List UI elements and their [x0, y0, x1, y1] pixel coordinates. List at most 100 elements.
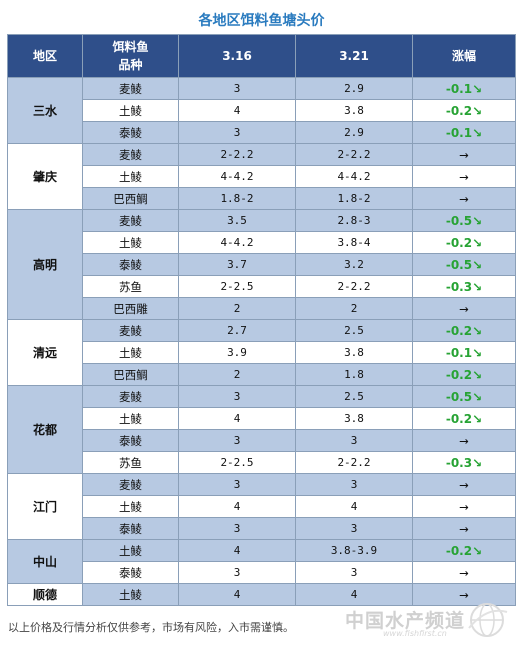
table-row: 泰鲮 3 3 → — [8, 517, 516, 540]
change-cell: → — [412, 473, 516, 496]
price-316-cell: 4 — [178, 407, 296, 430]
header-species-line1: 饵料鱼 — [112, 40, 149, 54]
change-value-down: -0.1 — [445, 81, 473, 96]
change-cell: → — [412, 165, 516, 188]
price-321-cell: 3.8-3.9 — [295, 539, 413, 562]
watermark-logo: 中国水产频道 www.fishfirst.cn — [345, 598, 515, 642]
species-cell: 土鲮 — [82, 99, 179, 122]
species-cell: 苏鱼 — [82, 451, 179, 474]
down-arrow-icon: ↘ — [472, 235, 483, 250]
table-row: 巴西鲷 2 1.8 -0.2↘ — [8, 363, 516, 386]
price-table: 地区 饵料鱼 品种 3.16 3.21 涨幅 三水 麦鲮 3 2.9 -0.1↘ 土鲮 4 3… — [7, 34, 516, 606]
down-arrow-icon: ↘ — [472, 279, 483, 294]
price-316-cell: 4 — [178, 495, 296, 518]
price-316-cell: 3 — [178, 385, 296, 408]
table-row: 土鲮 3.9 3.8 -0.1↘ — [8, 341, 516, 364]
change-value-down: -0.2 — [445, 235, 473, 250]
species-cell: 巴西雕 — [82, 297, 179, 320]
price-316-cell: 3 — [178, 561, 296, 584]
price-321-cell: 3 — [295, 561, 413, 584]
price-321-cell: 1.8-2 — [295, 187, 413, 210]
price-321-cell: 2-2.2 — [295, 143, 413, 166]
change-value-flat: → — [459, 433, 469, 448]
header-row: 地区 饵料鱼 品种 3.16 3.21 涨幅 — [7, 34, 516, 78]
region-cell: 花都 — [7, 385, 83, 474]
change-cell: → — [412, 297, 516, 320]
species-cell: 泰鲮 — [82, 253, 179, 276]
price-316-cell: 3 — [178, 121, 296, 144]
down-arrow-icon: ↘ — [472, 389, 483, 404]
species-cell: 土鲮 — [82, 165, 179, 188]
price-321-cell: 4-4.2 — [295, 165, 413, 188]
price-321-cell: 4 — [295, 583, 413, 606]
price-321-cell: 2-2.2 — [295, 275, 413, 298]
region-cell: 高明 — [7, 209, 83, 320]
price-316-cell: 2-2.2 — [178, 143, 296, 166]
change-value-down: -0.2 — [445, 103, 473, 118]
price-316-cell: 4 — [178, 583, 296, 606]
change-value-down: -0.5 — [445, 389, 473, 404]
species-cell: 泰鲮 — [82, 561, 179, 584]
change-value-flat: → — [459, 587, 469, 602]
table-body: 三水 麦鲮 3 2.9 -0.1↘ 土鲮 4 3.8 -0.2↘ 泰鲮 3 2.9 -0.1↘ 肇庆 麦鲮 2… — [7, 77, 516, 606]
table-row: 土鲮 4-4.2 4-4.2 → — [8, 165, 516, 188]
change-cell: -0.2↘ — [412, 363, 516, 386]
change-cell: -0.2↘ — [412, 319, 516, 342]
table-title: 各地区饵料鱼塘头价 — [198, 13, 325, 29]
price-316-cell: 4-4.2 — [178, 231, 296, 254]
header-species-line2: 品种 — [118, 58, 143, 72]
header-region: 地区 — [7, 34, 83, 78]
price-321-cell: 3 — [295, 517, 413, 540]
species-cell: 土鲮 — [82, 539, 179, 562]
species-cell: 土鲮 — [82, 231, 179, 254]
price-321-cell: 2.9 — [295, 121, 413, 144]
change-value-down: -0.5 — [445, 213, 473, 228]
price-316-cell: 3 — [178, 429, 296, 452]
price-321-cell: 2.5 — [295, 385, 413, 408]
price-321-cell: 2 — [295, 297, 413, 320]
watermark-name: 中国水产频道 — [345, 610, 466, 632]
change-value-down: -0.1 — [445, 125, 473, 140]
species-cell: 巴西鲷 — [82, 187, 179, 210]
change-cell: -0.2↘ — [412, 539, 516, 562]
change-value-down: -0.2 — [445, 367, 473, 382]
down-arrow-icon: ↘ — [472, 81, 483, 96]
change-cell: -0.3↘ — [412, 275, 516, 298]
species-cell: 麦鲮 — [82, 77, 179, 100]
region-cell: 肇庆 — [7, 143, 83, 210]
change-cell: -0.2↘ — [412, 407, 516, 430]
change-cell: → — [412, 583, 516, 606]
species-cell: 土鲮 — [82, 583, 179, 606]
table-row: 土鲮 4 3.8 -0.2↘ — [8, 407, 516, 430]
price-321-cell: 3.8-4 — [295, 231, 413, 254]
price-321-cell: 2.5 — [295, 319, 413, 342]
down-arrow-icon: ↘ — [472, 543, 483, 558]
region-cell: 中山 — [7, 539, 83, 584]
change-value-flat: → — [459, 169, 469, 184]
table-row: 巴西雕 2 2 → — [8, 297, 516, 320]
table-row: 土鲮 4 3.8 -0.2↘ — [8, 99, 516, 122]
price-321-cell: 3.8 — [295, 407, 413, 430]
species-cell: 麦鲮 — [82, 385, 179, 408]
change-cell: -0.5↘ — [412, 253, 516, 276]
change-cell: → — [412, 143, 516, 166]
price-316-cell: 3 — [178, 77, 296, 100]
price-321-cell: 2.8-3 — [295, 209, 413, 232]
price-321-cell: 3.8 — [295, 341, 413, 364]
price-321-cell: 3 — [295, 473, 413, 496]
price-316-cell: 3.7 — [178, 253, 296, 276]
down-arrow-icon: ↘ — [472, 455, 483, 470]
header-date-2: 3.21 — [295, 34, 413, 78]
table-row: 土鲮 4 4 → — [8, 495, 516, 518]
table-row: 花都 麦鲮 3 2.5 -0.5↘ — [7, 385, 516, 474]
down-arrow-icon: ↘ — [472, 411, 483, 426]
species-cell: 苏鱼 — [82, 275, 179, 298]
region-cell: 江门 — [7, 473, 83, 540]
globe-icon — [468, 603, 508, 637]
header-date-1: 3.16 — [178, 34, 296, 78]
table-row: 苏鱼 2-2.5 2-2.2 -0.3↘ — [8, 451, 516, 474]
change-value-down: -0.3 — [445, 455, 473, 470]
price-321-cell: 3 — [295, 429, 413, 452]
change-value-flat: → — [459, 565, 469, 580]
change-cell: -0.2↘ — [412, 231, 516, 254]
